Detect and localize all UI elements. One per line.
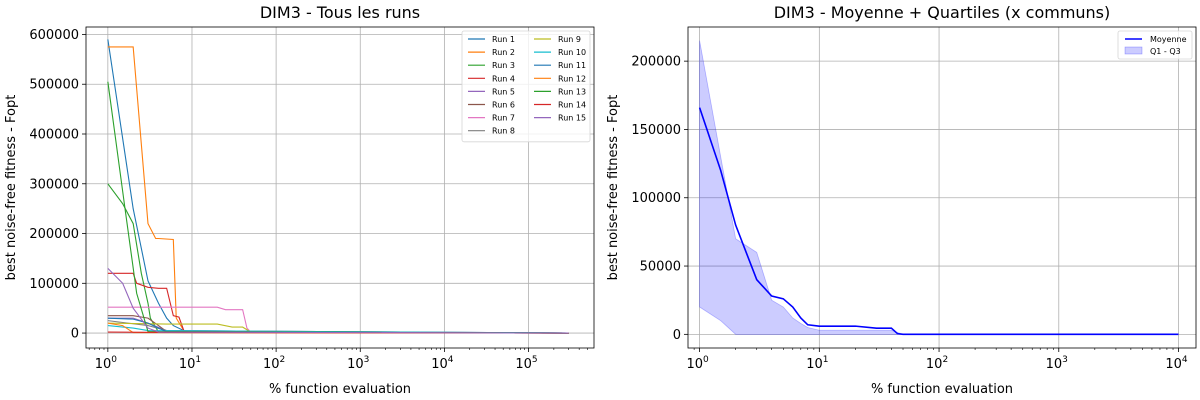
legend-label-run-10: Run 10: [558, 48, 586, 57]
legend-label-run-6: Run 6: [492, 101, 515, 110]
chart-0-x-tick-exponent: 3: [364, 355, 370, 365]
chart-1-legend-box: [1117, 30, 1193, 60]
chart-0-x-tick-label: 104: [431, 355, 454, 372]
chart-0-x-tick-exponent: 5: [532, 355, 538, 365]
legend-label-run-4: Run 4: [492, 74, 515, 83]
chart-0-x-tick-exponent: 1: [195, 355, 201, 365]
chart-1-y-tick-label: 150000: [631, 123, 681, 138]
chart-1-x-tick-exponent: 2: [942, 355, 948, 365]
chart-0-x-tick-exponent: 4: [448, 355, 454, 365]
legend-label-run-11: Run 11: [558, 61, 586, 70]
chart-0-legend: Run 1 Run 2 Run 3 Run 4 Run 5 Run 6 Run 7 Run 8…: [461, 30, 591, 143]
legend-label-mean: Moyenne: [1150, 35, 1187, 44]
chart-0-y-tick-label: 200000: [29, 227, 79, 242]
chart-0-x-tick-label: 105: [515, 355, 537, 372]
legend-label-run-5: Run 5: [492, 87, 515, 96]
chart-1-x-tick-exponent: 0: [703, 355, 709, 365]
chart-0-y-tick-label: 300000: [29, 177, 79, 192]
chart-1-y-tick-label: 50000: [640, 260, 681, 275]
chart-0-y-tick-label: 400000: [29, 128, 79, 143]
legend-label-run-13: Run 13: [558, 87, 586, 96]
chart-0-y-tick-label: 100000: [29, 277, 79, 292]
chart-0-y-tick-label: 0: [71, 327, 79, 342]
run-line-15: [107, 267, 569, 334]
chart-1-y-tick-label: 100000: [631, 191, 681, 206]
chart-0-x-tick-exponent: 0: [111, 355, 117, 365]
chart-1-x-tick-label: 101: [806, 355, 828, 372]
legend-label-band: Q1 - Q3: [1150, 47, 1181, 56]
chart-0-legend-box: [461, 30, 591, 143]
chart-0-x-axis-label: % function evaluation: [269, 382, 411, 397]
legend-label-run-3: Run 3: [492, 61, 515, 70]
legend-label-run-1: Run 1: [492, 35, 515, 44]
chart-1-x-tick-label: 103: [1046, 355, 1068, 372]
run-line-3: [107, 183, 569, 334]
chart-1-legend: Moyenne Q1 - Q3: [1117, 30, 1193, 60]
chart-0-y-axis-label: best noise-free fitness - Fopt: [4, 95, 19, 281]
chart-1-y-tick-label: 0: [673, 328, 681, 343]
chart-0-x-tick-label: 103: [347, 355, 369, 372]
mean-line: [698, 107, 1179, 336]
chart-1-x-tick-label: 102: [926, 355, 948, 372]
chart-0-series-group: [107, 39, 569, 334]
legend-label-run-7: Run 7: [492, 114, 515, 123]
chart-1-frame: [687, 26, 1197, 349]
chart-1-x-axis-label: % function evaluation: [871, 382, 1013, 397]
legend-label-run-15: Run 15: [558, 114, 586, 123]
chart-0-x-tick-label: 101: [179, 355, 201, 372]
chart-1-x-tick-exponent: 3: [1062, 355, 1068, 365]
chart-1-x-tick-label: 100: [686, 355, 709, 372]
chart-0-x-tick-label: 100: [95, 355, 118, 372]
chart-1-title: DIM3 - Moyenne + Quartiles (x communs): [774, 3, 1111, 22]
chart-1-x-tick-exponent: 1: [823, 355, 829, 365]
chart-0-y-tick-label: 600000: [29, 28, 79, 43]
chart-1-y-tick-label: 200000: [631, 55, 681, 70]
chart-all-runs: 100 101 102 103 104 1050100000200000300000400…: [4, 3, 595, 397]
legend-label-run-2: Run 2: [492, 48, 515, 57]
legend-label-run-8: Run 8: [492, 127, 515, 136]
chart-mean-quartiles: 100 101 102 103 104050000100000150000200000D…: [606, 3, 1197, 397]
legend-swatch-band: [1124, 46, 1143, 55]
legend-label-run-14: Run 14: [558, 101, 586, 110]
chart-0-frame: [85, 26, 595, 349]
chart-0-y-tick-label: 500000: [29, 78, 79, 93]
chart-1-y-axis-label: best noise-free fitness - Fopt: [606, 95, 621, 281]
chart-1-x-tick-exponent: 4: [1182, 355, 1188, 365]
chart-1-x-tick-label: 104: [1165, 355, 1188, 372]
legend-label-run-9: Run 9: [558, 35, 581, 44]
chart-0-title: DIM3 - Tous les runs: [260, 3, 420, 22]
chart-0-x-tick-label: 102: [263, 355, 285, 372]
legend-label-run-12: Run 12: [558, 74, 586, 83]
chart-0-x-tick-exponent: 2: [280, 355, 286, 365]
